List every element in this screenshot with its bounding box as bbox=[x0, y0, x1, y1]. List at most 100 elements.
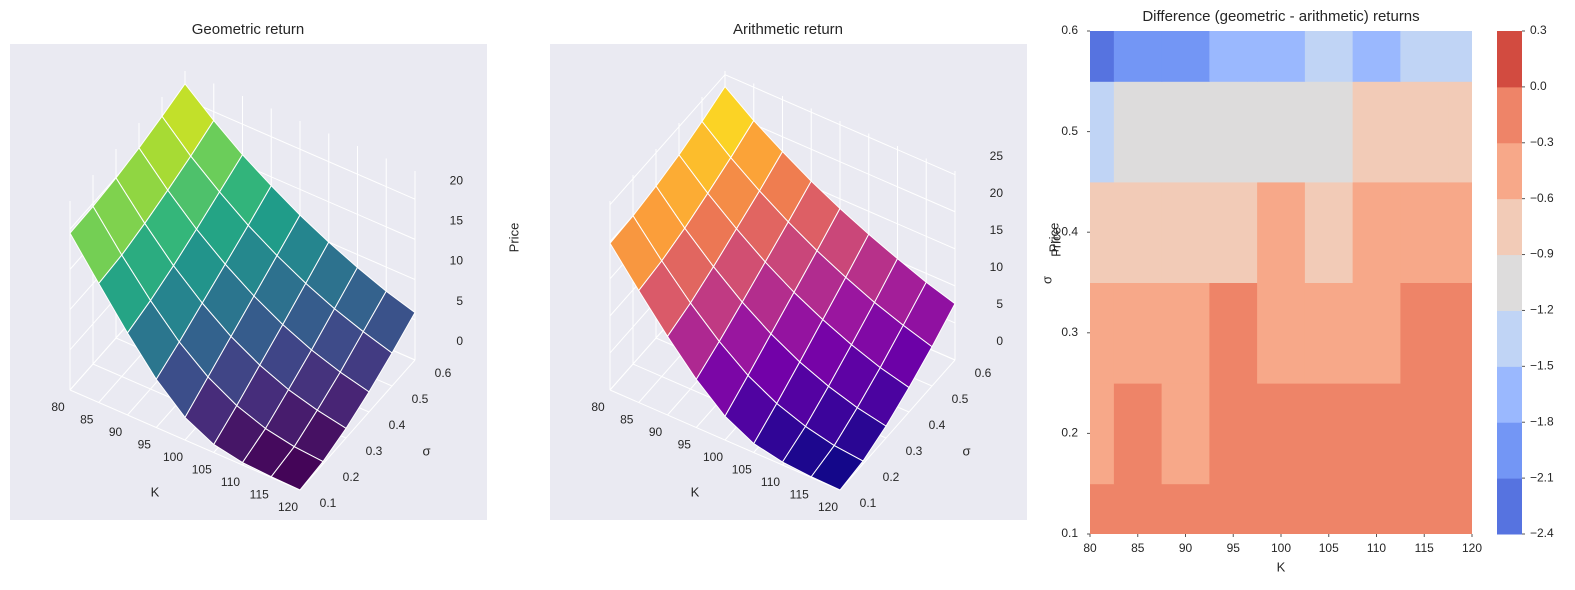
contour-cell bbox=[1161, 81, 1210, 183]
x-tick-label: 110 bbox=[1367, 541, 1386, 555]
contour-cell bbox=[1304, 31, 1354, 82]
x-tick-label: 80 bbox=[591, 400, 605, 414]
contour-cell bbox=[1209, 81, 1258, 183]
z-tick-label: 15 bbox=[990, 223, 1004, 237]
grid-line bbox=[609, 74, 726, 206]
contour-area bbox=[1090, 31, 1472, 534]
colorbar-band bbox=[1497, 198, 1522, 256]
contour-cell bbox=[1352, 483, 1401, 534]
contour-cell bbox=[1257, 483, 1306, 534]
chart-title: Geometric return bbox=[192, 21, 305, 38]
contour-cell bbox=[1090, 383, 1115, 485]
contour-cell bbox=[1257, 31, 1306, 82]
z-tick-label: 20 bbox=[450, 173, 464, 187]
colorbar-band bbox=[1497, 478, 1522, 535]
z-tick-label: 10 bbox=[450, 254, 464, 268]
y-tick-label: 0.2 bbox=[883, 470, 900, 484]
contour-cell bbox=[1161, 383, 1210, 485]
contour-cell bbox=[1304, 81, 1354, 183]
contour-cell bbox=[1113, 282, 1163, 384]
contour-cell bbox=[1400, 81, 1449, 183]
y-tick-label: 0.1 bbox=[860, 496, 877, 510]
z-tick-label: 5 bbox=[456, 294, 463, 308]
x-tick-label: 95 bbox=[1227, 541, 1241, 555]
contour-cell bbox=[1257, 181, 1306, 283]
x-tick-label: 85 bbox=[1131, 541, 1145, 555]
x-axis-label: K bbox=[151, 484, 160, 499]
chart-title: Arithmetic return bbox=[733, 21, 843, 38]
contour-cell bbox=[1113, 383, 1163, 485]
contour-cell bbox=[1400, 31, 1449, 82]
contour-cell bbox=[1209, 383, 1258, 485]
x-tick-label: 110 bbox=[221, 475, 240, 489]
y-tick-label: 0.3 bbox=[366, 444, 383, 458]
x-tick-label: 120 bbox=[1462, 541, 1482, 555]
y-tick-label: 0.2 bbox=[1061, 426, 1078, 440]
chart-title: Difference (geometric - arithmetic) retu… bbox=[1142, 8, 1419, 25]
x-tick-label: 115 bbox=[790, 488, 809, 502]
x-tick-label: 115 bbox=[1415, 541, 1434, 555]
contour-cell bbox=[1113, 181, 1163, 283]
y-axis-label: σ bbox=[422, 443, 430, 458]
contour-cell bbox=[1352, 282, 1401, 384]
colorbar-band bbox=[1497, 366, 1522, 423]
y-tick-label: 0.6 bbox=[975, 366, 992, 380]
x-tick-label: 90 bbox=[109, 425, 123, 439]
colorbar-band bbox=[1497, 310, 1522, 367]
z-axis-label: Price bbox=[1046, 223, 1061, 253]
colorbar-tick-label: −0.3 bbox=[1530, 135, 1554, 149]
contour-cell bbox=[1352, 31, 1401, 82]
x-tick-label: 85 bbox=[80, 413, 94, 427]
y-tick-label: 0.6 bbox=[1061, 23, 1078, 37]
contour-cell bbox=[1161, 31, 1210, 82]
contour-cell bbox=[1352, 181, 1401, 283]
contour-cell bbox=[1090, 31, 1115, 82]
grid-line bbox=[609, 389, 841, 491]
x-tick-label: 105 bbox=[732, 463, 752, 477]
x-tick-label: 100 bbox=[1271, 541, 1291, 555]
grid-line bbox=[724, 111, 956, 213]
colorbar-tick-label: −2.1 bbox=[1530, 470, 1554, 484]
contour-cell bbox=[1448, 282, 1472, 384]
contour-cell bbox=[1304, 483, 1354, 534]
contour-cell bbox=[1400, 383, 1449, 485]
grid-line bbox=[839, 359, 956, 491]
contour-cell bbox=[1209, 181, 1258, 283]
x-tick-label: 95 bbox=[138, 438, 152, 452]
surface-cell bbox=[270, 446, 324, 491]
contour-cell bbox=[1400, 282, 1449, 384]
x-tick-label: 120 bbox=[818, 500, 838, 514]
y-tick-label: 0.5 bbox=[412, 392, 429, 406]
colorbar-tick-label: −0.9 bbox=[1530, 247, 1554, 261]
y-tick-label: 0.1 bbox=[320, 496, 337, 510]
z-tick-label: 15 bbox=[450, 214, 464, 228]
contour-cell bbox=[1257, 81, 1306, 183]
y-tick-label: 0.3 bbox=[1061, 325, 1078, 339]
colorbar-tick-label: 0.3 bbox=[1530, 23, 1547, 37]
contour-cell bbox=[1448, 81, 1472, 183]
contour-cell bbox=[1090, 483, 1115, 534]
z-tick-label: 0 bbox=[456, 334, 463, 348]
z-tick-label: 10 bbox=[990, 260, 1004, 274]
colorbar-band bbox=[1497, 254, 1522, 311]
contour-cell bbox=[1448, 31, 1472, 82]
contour-cell bbox=[1209, 282, 1258, 384]
contour-cell bbox=[1400, 181, 1449, 283]
x-axis-label: K bbox=[691, 484, 700, 499]
x-tick-label: 80 bbox=[1083, 541, 1097, 555]
grid-line bbox=[69, 389, 301, 491]
contour-cell bbox=[1113, 81, 1163, 183]
contour-cell bbox=[1304, 282, 1354, 384]
y-tick-label: 0.5 bbox=[952, 392, 969, 406]
x-tick-label: 115 bbox=[250, 488, 269, 502]
x-tick-label: 105 bbox=[1319, 541, 1339, 555]
y-tick-label: 0.4 bbox=[389, 418, 406, 432]
contour-cell bbox=[1304, 383, 1354, 485]
contour-cell bbox=[1448, 483, 1472, 534]
colorbar-tick-label: −1.8 bbox=[1530, 414, 1554, 428]
colorbar-tick-label: −2.4 bbox=[1530, 526, 1554, 540]
x-tick-label: 90 bbox=[649, 425, 663, 439]
contour-cell bbox=[1304, 181, 1354, 283]
